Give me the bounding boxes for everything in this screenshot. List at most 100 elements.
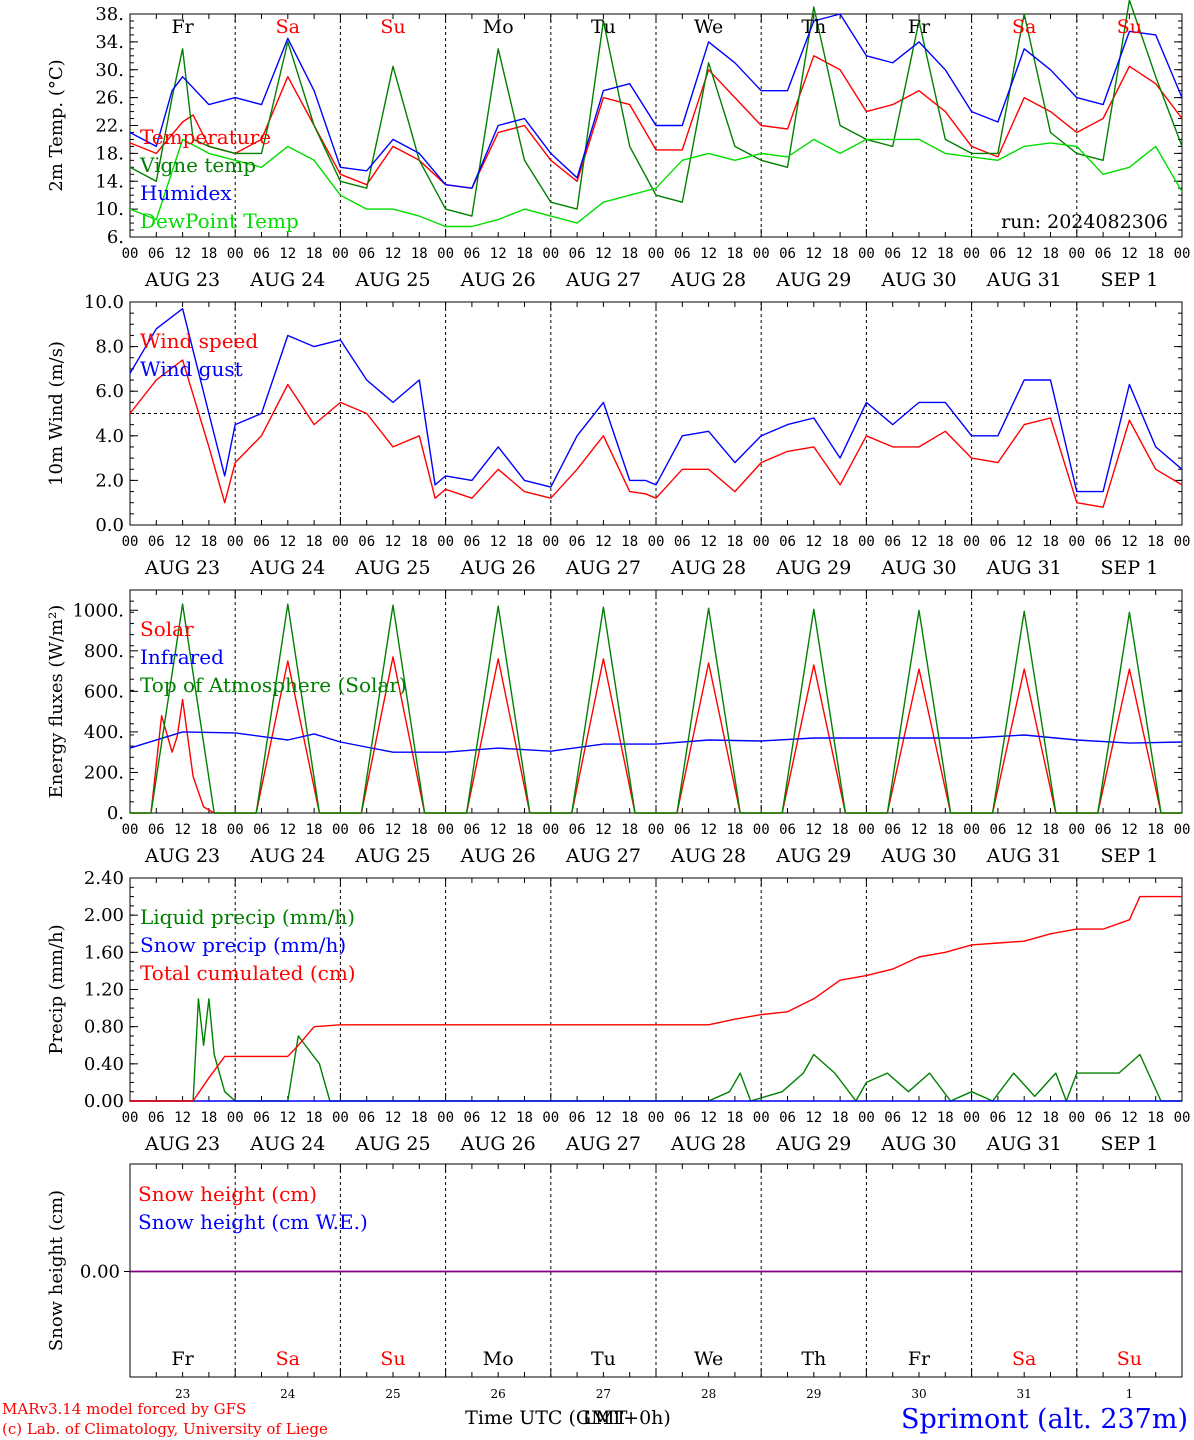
- hour-tick-label: 00: [332, 246, 349, 262]
- hour-tick-label: 18: [1147, 822, 1164, 838]
- y-tick-label: 600.: [84, 681, 124, 702]
- y-tick-label: 0.0: [95, 515, 124, 536]
- date-label: AUG 23: [144, 269, 220, 291]
- hour-tick-label: 12: [279, 534, 296, 550]
- hour-tick-label: 18: [1147, 534, 1164, 550]
- hour-tick-label: 12: [1016, 246, 1033, 262]
- hour-tick-label: 00: [858, 822, 875, 838]
- weekday-label: Su: [1117, 16, 1142, 38]
- hour-tick-label: 18: [306, 246, 323, 262]
- hour-tick-label: 06: [884, 246, 901, 262]
- legend-entry: Vigne temp: [139, 153, 256, 177]
- hour-tick-label: 12: [595, 534, 612, 550]
- hour-tick-label: 06: [148, 822, 165, 838]
- hour-tick-label: 00: [753, 246, 770, 262]
- hour-tick-label: 06: [779, 246, 796, 262]
- hour-tick-label: 06: [148, 1110, 165, 1126]
- hour-tick-label: 06: [569, 822, 586, 838]
- date-label: AUG 24: [249, 845, 325, 867]
- hour-tick-label: 18: [516, 534, 533, 550]
- hour-tick-label: 18: [516, 246, 533, 262]
- date-label: AUG 26: [460, 269, 536, 291]
- hour-tick-label: 00: [122, 822, 139, 838]
- hour-tick-label: 18: [411, 534, 428, 550]
- date-label: AUG 25: [354, 1133, 430, 1155]
- weekday-label: Fr: [908, 1348, 931, 1370]
- weekday-label: Su: [380, 1348, 405, 1370]
- hour-tick-label: 06: [253, 1110, 270, 1126]
- legend-entry: Wind speed: [140, 329, 258, 353]
- series-line-top-of-atmosphere-solar-: [130, 603, 1182, 814]
- hour-tick-label: 00: [122, 246, 139, 262]
- hour-tick-label: 12: [279, 246, 296, 262]
- hour-tick-label: 12: [1016, 822, 1033, 838]
- day-number-label: 25: [385, 1387, 400, 1401]
- hour-tick-label: 00: [963, 822, 980, 838]
- hour-tick-label: 00: [227, 1110, 244, 1126]
- hour-tick-label: 00: [858, 1110, 875, 1126]
- weekday-label: Su: [380, 16, 405, 38]
- hour-tick-label: 06: [674, 1110, 691, 1126]
- legend-entry: Snow height (cm W.E.): [138, 1210, 368, 1234]
- hour-tick-label: 00: [648, 246, 665, 262]
- y-tick-label: 30.: [95, 60, 124, 81]
- y-tick-label: 10.0: [84, 292, 124, 313]
- y-tick-label: 800.: [84, 641, 124, 662]
- hour-tick-label: 18: [621, 822, 638, 838]
- date-label: AUG 28: [670, 557, 746, 579]
- hour-tick-label: 00: [542, 246, 559, 262]
- y-tick-label: 10.: [95, 199, 124, 220]
- hour-tick-label: 00: [753, 534, 770, 550]
- hour-tick-label: 06: [463, 534, 480, 550]
- hour-tick-label: 06: [884, 1110, 901, 1126]
- date-label: AUG 28: [670, 269, 746, 291]
- time-axis-label-overlap: LMT: [583, 1407, 628, 1429]
- hour-tick-label: 18: [726, 246, 743, 262]
- panel-5: [124, 1163, 1183, 1378]
- date-label: SEP 1: [1100, 845, 1158, 867]
- hour-tick-label: 06: [989, 246, 1006, 262]
- hour-tick-label: 00: [963, 246, 980, 262]
- hour-tick-label: 12: [1016, 1110, 1033, 1126]
- y-tick-label: 2.0: [95, 470, 124, 491]
- legend-entry: Solar: [140, 617, 194, 641]
- date-label: AUG 27: [565, 269, 641, 291]
- hour-tick-label: 06: [569, 246, 586, 262]
- station-name: Sprimont (alt. 237m): [901, 1404, 1188, 1435]
- date-label: AUG 29: [775, 1133, 851, 1155]
- day-number-label: 28: [701, 1387, 716, 1401]
- weekday-label: Sa: [276, 16, 300, 38]
- hour-tick-label: 06: [463, 1110, 480, 1126]
- hour-tick-label: 12: [279, 822, 296, 838]
- hour-tick-label: 00: [332, 1110, 349, 1126]
- hour-tick-label: 18: [1042, 1110, 1059, 1126]
- hour-tick-label: 00: [332, 534, 349, 550]
- hour-tick-label: 06: [779, 534, 796, 550]
- hour-tick-label: 00: [437, 246, 454, 262]
- hour-tick-label: 00: [1068, 534, 1085, 550]
- date-label: AUG 23: [144, 557, 220, 579]
- date-label: AUG 30: [880, 845, 956, 867]
- hour-tick-label: 06: [1095, 822, 1112, 838]
- date-label: AUG 30: [880, 269, 956, 291]
- hour-tick-label: 18: [937, 1110, 954, 1126]
- legend-entry: Snow precip (mm/h): [140, 933, 346, 957]
- hour-tick-label: 12: [595, 1110, 612, 1126]
- hour-tick-label: 00: [1068, 246, 1085, 262]
- day-number-label: 23: [175, 1387, 190, 1401]
- date-label: AUG 30: [880, 1133, 956, 1155]
- panel-2: [129, 301, 1183, 526]
- hour-tick-label: 18: [200, 1110, 217, 1126]
- hour-tick-label: 18: [937, 534, 954, 550]
- y-tick-label: 6.: [107, 227, 124, 248]
- date-label: SEP 1: [1100, 557, 1158, 579]
- hour-tick-label: 12: [1121, 246, 1138, 262]
- date-label: AUG 29: [775, 269, 851, 291]
- y-tick-label: 0.80: [84, 1017, 124, 1038]
- weekday-label: Sa: [1012, 1348, 1036, 1370]
- hour-tick-label: 12: [1016, 534, 1033, 550]
- weekday-label: We: [694, 16, 723, 38]
- hour-tick-label: 06: [463, 822, 480, 838]
- hour-tick-label: 18: [832, 822, 849, 838]
